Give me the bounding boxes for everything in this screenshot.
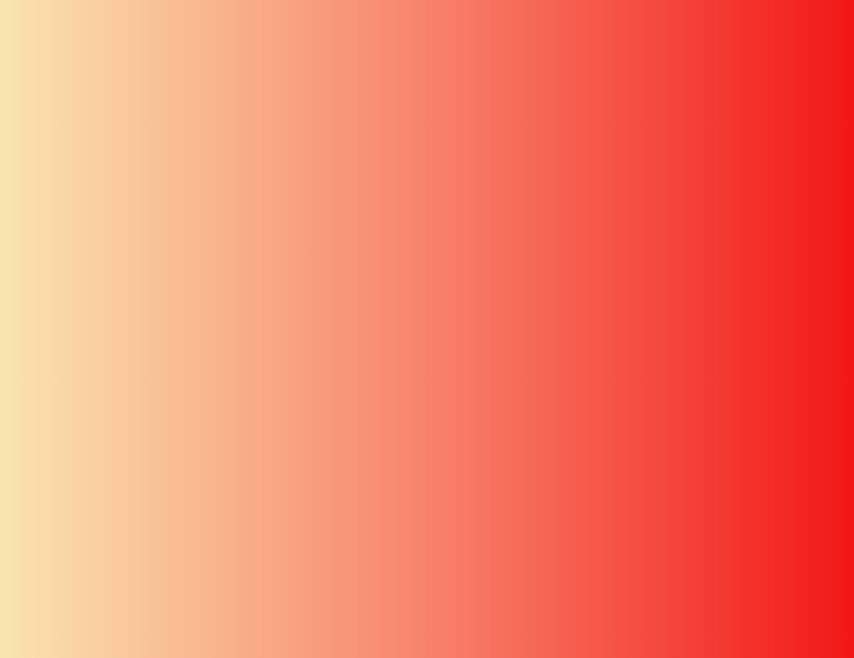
gradient-background [0,0,854,658]
